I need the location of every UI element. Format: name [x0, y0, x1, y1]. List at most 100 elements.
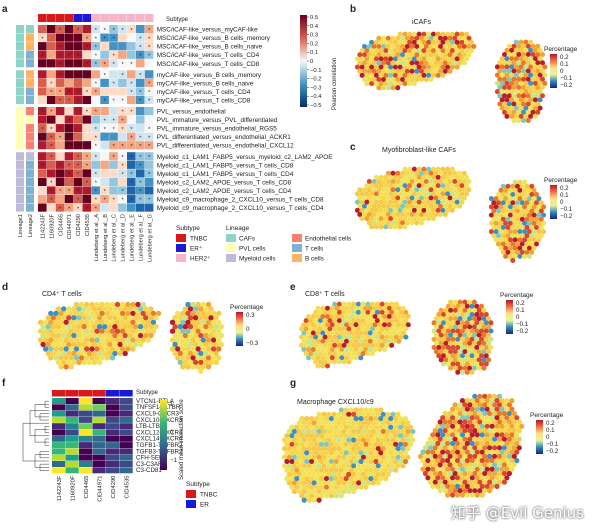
row-label: myCAF-like_versus_B cells_memory — [157, 72, 262, 79]
spot — [474, 312, 480, 317]
panel-d-label: d — [2, 282, 8, 293]
panel-f-legend-title: Subtype — [186, 481, 210, 488]
spot — [400, 179, 405, 184]
heatmap-cell — [46, 124, 56, 133]
spot — [530, 52, 536, 57]
spot — [320, 363, 326, 369]
spot — [86, 359, 93, 366]
spot — [488, 212, 494, 218]
spot — [373, 174, 379, 180]
spot — [366, 195, 372, 201]
spot — [355, 342, 361, 348]
spot — [440, 39, 446, 45]
heatmap-cell — [135, 78, 145, 87]
spot — [169, 337, 176, 343]
heatmap-cell — [73, 115, 83, 124]
spot — [339, 338, 345, 344]
spot — [500, 249, 506, 255]
spot — [301, 497, 307, 503]
spot — [284, 467, 290, 473]
spot — [398, 450, 404, 456]
spot — [414, 60, 420, 66]
spot — [518, 56, 524, 62]
spot — [130, 301, 136, 308]
spot — [286, 463, 292, 469]
spot — [81, 306, 87, 312]
heatmap-cell — [92, 429, 106, 436]
spot — [419, 195, 424, 201]
spot — [455, 345, 461, 350]
heatmap-cell — [38, 141, 47, 150]
spot — [504, 113, 510, 119]
spot — [145, 310, 151, 317]
spot — [377, 330, 383, 336]
spot — [536, 229, 542, 235]
spot — [318, 433, 325, 439]
spot — [497, 60, 503, 66]
spot — [336, 351, 342, 357]
spot — [303, 351, 309, 357]
column-label: Lundeberg et al._G — [147, 214, 153, 262]
spot — [407, 207, 413, 213]
spot — [438, 316, 444, 322]
spot — [462, 445, 468, 451]
spot — [63, 310, 69, 317]
spot — [329, 355, 335, 361]
colorbar-tick-label: 0.2 — [310, 41, 318, 47]
spot — [397, 48, 403, 54]
spot — [507, 229, 513, 235]
heatmap-cell — [109, 177, 118, 186]
spot — [487, 393, 493, 399]
spot — [353, 338, 359, 344]
heatmap-cell — [135, 194, 145, 204]
heatmap-cell — [38, 124, 47, 133]
spot — [99, 328, 105, 334]
spot — [383, 64, 389, 70]
colorbar-tick-label: −0.2 — [310, 77, 321, 83]
spot — [84, 310, 90, 317]
spot — [448, 349, 454, 355]
spot — [89, 301, 95, 308]
row-label: C3-C3AR1 — [136, 461, 166, 468]
spot — [509, 97, 515, 103]
spot — [393, 416, 399, 422]
spot — [329, 314, 335, 319]
spot — [462, 436, 468, 442]
spot — [525, 52, 531, 57]
spot — [381, 35, 386, 41]
spot — [205, 310, 212, 317]
significance-star: * — [86, 164, 89, 170]
heatmap-cell — [73, 42, 83, 51]
spot — [385, 60, 391, 66]
spot — [374, 318, 380, 324]
spot — [348, 424, 354, 430]
spot — [107, 350, 113, 357]
spot — [467, 299, 473, 305]
spot — [442, 52, 448, 58]
legend-tick-label: 0.2 — [516, 300, 525, 307]
lineage2-cell — [26, 177, 34, 186]
spot — [524, 216, 530, 222]
lineage-axis-label: Lineage2 — [28, 214, 34, 237]
spot — [538, 225, 544, 230]
spot — [66, 332, 72, 339]
heatmap-cell — [38, 87, 47, 96]
spot — [353, 322, 359, 328]
spot — [377, 305, 383, 311]
spot — [512, 237, 518, 243]
significance-star: * — [139, 189, 142, 195]
spot — [441, 345, 446, 350]
spot — [445, 449, 451, 455]
spot — [519, 192, 525, 197]
significance-star: * — [121, 164, 124, 170]
significance-star: * — [139, 53, 142, 59]
spot — [353, 305, 359, 311]
spot — [452, 419, 458, 425]
spot — [455, 303, 461, 309]
spot — [378, 39, 384, 45]
heatmap-cell — [91, 186, 100, 195]
lineage2-cell — [26, 95, 34, 105]
spot — [371, 77, 377, 82]
spot — [317, 351, 323, 357]
spot — [391, 338, 397, 344]
